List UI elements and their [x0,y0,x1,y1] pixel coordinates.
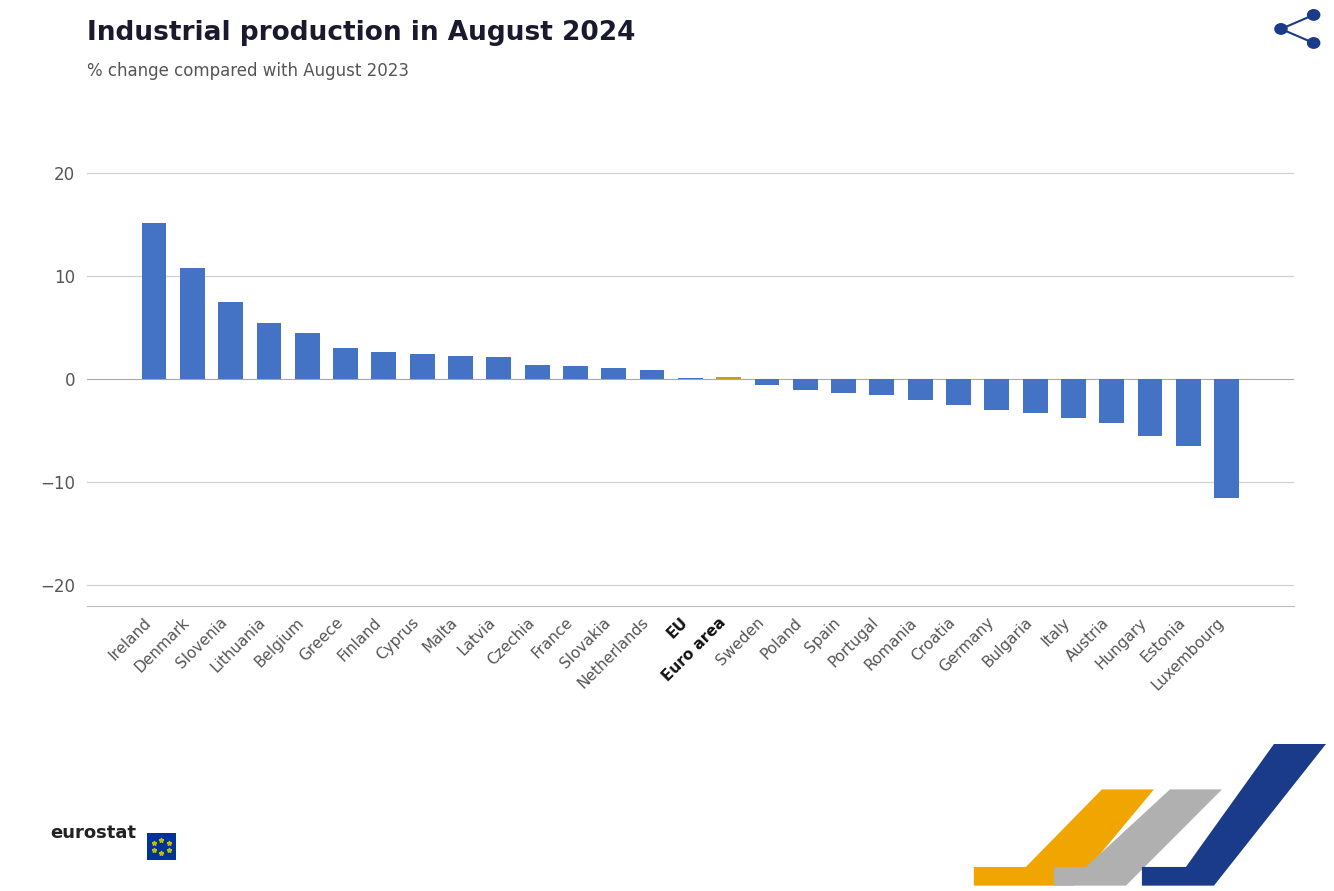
Bar [1138,380,1162,436]
Bar [1099,380,1125,422]
Bar [831,380,856,393]
Bar [256,323,281,380]
Text: eurostat: eurostat [51,824,136,842]
Bar [639,370,664,380]
Circle shape [1275,24,1287,34]
Bar [1214,380,1239,498]
Bar [219,302,243,380]
Bar [1175,380,1201,446]
Bar [716,377,742,380]
Text: Industrial production in August 2024: Industrial production in August 2024 [87,20,635,45]
Bar [1061,380,1086,419]
Bar [755,380,779,385]
Bar [870,380,894,395]
Polygon shape [974,789,1154,886]
Polygon shape [1054,789,1222,886]
Bar [410,354,435,380]
Bar [1023,380,1047,413]
Bar [487,356,511,380]
Bar [295,333,320,380]
Bar [141,223,167,380]
Bar [907,380,932,400]
Circle shape [1307,10,1319,20]
Bar [180,268,205,380]
Bar [678,379,703,380]
Bar [563,366,588,380]
Bar [524,365,550,380]
Bar [946,380,971,405]
Bar [371,352,396,380]
Text: % change compared with August 2023: % change compared with August 2023 [87,62,408,80]
Bar [448,356,474,380]
Bar [334,348,358,380]
Bar [792,380,818,389]
Polygon shape [1142,744,1326,886]
Bar [984,380,1010,410]
Bar [602,368,626,380]
Circle shape [1307,37,1319,48]
